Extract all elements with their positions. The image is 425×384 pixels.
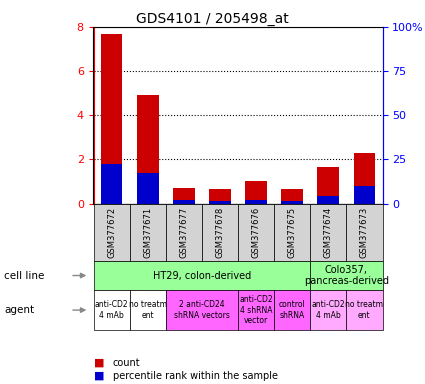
Text: GSM377675: GSM377675 — [288, 207, 297, 258]
Text: no treatm
ent: no treatm ent — [346, 300, 383, 320]
Bar — [173, 188, 195, 204]
Bar — [209, 201, 231, 204]
Bar — [281, 201, 303, 204]
Bar — [317, 196, 339, 204]
Text: anti-CD2
4 shRNA
vector: anti-CD2 4 shRNA vector — [239, 295, 273, 325]
Text: GSM377673: GSM377673 — [360, 207, 369, 258]
FancyBboxPatch shape — [166, 204, 202, 261]
FancyBboxPatch shape — [274, 290, 310, 330]
Bar — [354, 186, 375, 204]
FancyBboxPatch shape — [274, 204, 310, 261]
FancyBboxPatch shape — [166, 290, 238, 330]
FancyBboxPatch shape — [94, 290, 130, 330]
Text: GSM377678: GSM377678 — [215, 207, 224, 258]
Bar — [101, 164, 122, 204]
FancyBboxPatch shape — [202, 204, 238, 261]
Text: control
shRNA: control shRNA — [279, 300, 306, 320]
Text: GDS4101 / 205498_at: GDS4101 / 205498_at — [136, 12, 289, 25]
FancyBboxPatch shape — [346, 204, 383, 261]
Bar — [281, 189, 303, 204]
Text: ■: ■ — [94, 358, 104, 368]
Text: count: count — [113, 358, 140, 368]
Text: ■: ■ — [94, 371, 104, 381]
Text: GSM377672: GSM377672 — [107, 207, 116, 258]
FancyBboxPatch shape — [130, 290, 166, 330]
Text: no treatm
ent: no treatm ent — [129, 300, 167, 320]
FancyBboxPatch shape — [310, 261, 382, 290]
FancyBboxPatch shape — [94, 204, 130, 261]
Bar — [101, 33, 122, 204]
FancyBboxPatch shape — [310, 204, 346, 261]
Text: HT29, colon-derived: HT29, colon-derived — [153, 270, 251, 281]
Text: anti-CD2
4 mAb: anti-CD2 4 mAb — [312, 300, 345, 320]
FancyBboxPatch shape — [310, 290, 346, 330]
Text: 2 anti-CD24
shRNA vectors: 2 anti-CD24 shRNA vectors — [174, 300, 230, 320]
FancyBboxPatch shape — [346, 290, 383, 330]
Bar — [173, 200, 195, 204]
Bar — [209, 189, 231, 204]
Text: GSM377677: GSM377677 — [179, 207, 188, 258]
FancyBboxPatch shape — [238, 204, 274, 261]
Bar — [245, 182, 267, 204]
FancyBboxPatch shape — [238, 290, 274, 330]
Text: agent: agent — [4, 305, 34, 315]
Text: Colo357,
pancreas-derived: Colo357, pancreas-derived — [304, 265, 389, 286]
Bar — [137, 95, 159, 204]
Bar — [245, 200, 267, 204]
FancyBboxPatch shape — [130, 204, 166, 261]
Text: cell line: cell line — [4, 270, 45, 281]
Bar — [317, 167, 339, 204]
Text: percentile rank within the sample: percentile rank within the sample — [113, 371, 278, 381]
Bar — [137, 173, 159, 204]
Text: GSM377674: GSM377674 — [324, 207, 333, 258]
FancyBboxPatch shape — [94, 261, 310, 290]
Bar — [354, 153, 375, 204]
Text: anti-CD2
4 mAb: anti-CD2 4 mAb — [95, 300, 128, 320]
Text: GSM377671: GSM377671 — [143, 207, 152, 258]
Text: GSM377676: GSM377676 — [252, 207, 261, 258]
